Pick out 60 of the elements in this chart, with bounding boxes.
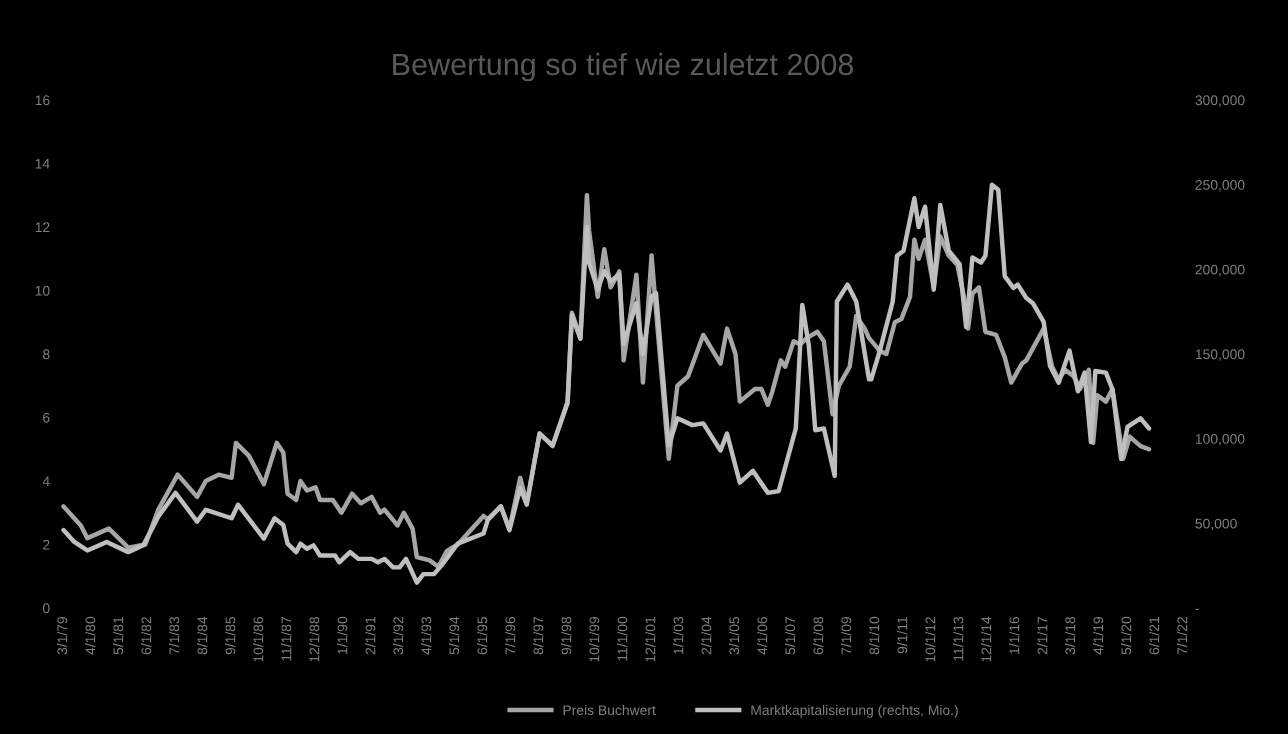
y-tick-label: 6 xyxy=(43,412,50,423)
x-tick-label: 5/1/07 xyxy=(785,617,796,655)
x-tick-label: 6/1/95 xyxy=(477,616,488,655)
x-tick-label: 7/1/96 xyxy=(505,616,516,655)
x-tick-label: 6/1/82 xyxy=(141,617,152,655)
x-tick-label: 1/1/16 xyxy=(1009,616,1020,654)
x-tick-label: 5/1/81 xyxy=(113,617,124,655)
y-tick-label: 16 xyxy=(35,95,50,106)
y-tick-label: 14 xyxy=(35,158,50,169)
x-tick-label: 9/1/85 xyxy=(225,616,236,655)
y2-tick-label: 250,000 xyxy=(1195,180,1245,192)
x-tick-label: 1/1/90 xyxy=(337,616,348,654)
y-tick-label: 0 xyxy=(42,603,50,614)
x-tick-label: 10/1/99 xyxy=(589,616,600,662)
y2-tick-label: 100,000 xyxy=(1195,434,1245,446)
x-tick-label: 5/1/94 xyxy=(449,616,460,655)
x-tick-label: 12/1/14 xyxy=(981,616,992,662)
x-tick-label: 11/1/13 xyxy=(953,616,964,661)
x-tick-label: 5/1/20 xyxy=(1121,616,1132,655)
y-tick-label: 4 xyxy=(42,476,50,487)
chart-title: Bewertung so tief wie zuletzt 2008 xyxy=(393,52,854,82)
y-tick-label: 12 xyxy=(35,222,50,233)
x-tick-label: 4/1/06 xyxy=(757,616,768,655)
x-tick-label: 3/1/05 xyxy=(729,616,740,655)
y-tick-label: 10 xyxy=(35,285,50,296)
x-tick-label: 6/1/21 xyxy=(1149,617,1160,655)
x-tick-label: 10/1/12 xyxy=(925,617,936,662)
x-tick-label: 8/1/84 xyxy=(197,616,208,655)
x-tick-label: 3/1/92 xyxy=(393,617,404,655)
x-tick-label: 6/1/08 xyxy=(813,616,824,655)
y2-tick-label: - xyxy=(1195,608,1199,610)
y-tick-label: 2 xyxy=(43,539,50,550)
x-tick-label: 7/1/22 xyxy=(1177,617,1188,655)
x-tick-label: 8/1/97 xyxy=(533,617,544,655)
y2-tick-label: 300,000 xyxy=(1195,95,1245,107)
x-tick-label: 9/1/11 xyxy=(897,617,908,654)
x-tick-label: 2/1/17 xyxy=(1037,617,1048,655)
legend-label: Marktkapitalisierung (rechts, Mio.) xyxy=(751,704,958,718)
x-tick-label: 2/1/04 xyxy=(701,616,712,655)
x-tick-label: 10/1/86 xyxy=(253,616,264,662)
x-tick-label: 8/1/10 xyxy=(869,616,880,655)
x-tick-label: 11/1/87 xyxy=(281,617,292,661)
x-tick-label: 12/1/01 xyxy=(645,617,656,662)
x-tick-label: 7/1/09 xyxy=(841,616,852,655)
legend-label: Preis Buchwert xyxy=(563,704,656,716)
x-tick-label: 3/1/18 xyxy=(1065,616,1076,655)
y2-tick-label: 150,000 xyxy=(1195,349,1245,361)
y2-tick-label: 50,000 xyxy=(1195,518,1237,531)
x-tick-label: 4/1/93 xyxy=(421,616,432,655)
y2-tick-label: 200,000 xyxy=(1195,264,1245,277)
x-tick-label: 3/1/79 xyxy=(57,616,68,655)
x-tick-label: 7/1/83 xyxy=(169,616,180,655)
x-tick-label: 2/1/91 xyxy=(365,617,376,655)
x-tick-label: 12/1/88 xyxy=(309,616,320,662)
x-tick-label: 4/1/19 xyxy=(1093,616,1104,655)
x-tick-label: 11/1/00 xyxy=(617,616,628,661)
y-tick-label: 8 xyxy=(43,349,50,360)
x-tick-label: 9/1/98 xyxy=(561,616,572,655)
x-tick-label: 4/1/80 xyxy=(85,616,96,655)
x-tick-label: 1/1/03 xyxy=(673,616,684,654)
